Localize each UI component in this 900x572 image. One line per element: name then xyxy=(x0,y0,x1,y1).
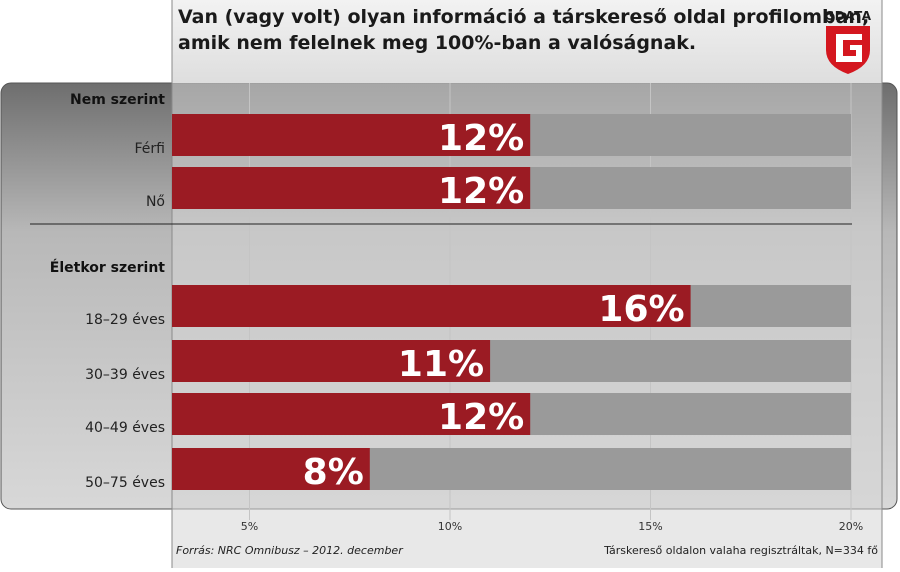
bar xyxy=(172,393,531,435)
category-label: 50–75 éves xyxy=(85,475,165,491)
bar xyxy=(172,448,370,490)
chart-title-line-1: Van (vagy volt) olyan információ a társk… xyxy=(178,6,870,28)
bar-value-label: 16% xyxy=(598,289,684,330)
source-note: Forrás: NRC Omnibusz – 2012. december xyxy=(176,544,403,557)
bar xyxy=(172,167,531,209)
title-area xyxy=(172,0,882,83)
x-tick-label: 5% xyxy=(241,520,258,533)
bar-value-label: 12% xyxy=(438,397,524,438)
group-label: Életkor szerint xyxy=(50,259,166,276)
category-label: 30–39 éves xyxy=(85,367,165,383)
x-tick-label: 10% xyxy=(438,520,462,533)
x-tick-label: 15% xyxy=(638,520,662,533)
bar-value-label: 12% xyxy=(438,118,524,159)
x-tick-label: 20% xyxy=(839,520,863,533)
chart-title-line-2: amik nem felelnek meg 100%-ban a valóság… xyxy=(178,32,697,54)
sample-note: Társkereső oldalon valaha regisztráltak,… xyxy=(604,544,878,557)
group-label: Nem szerint xyxy=(70,92,165,108)
bar xyxy=(172,285,691,327)
category-label: 18–29 éves xyxy=(85,312,165,328)
bar-value-label: 12% xyxy=(438,171,524,212)
bar xyxy=(172,114,531,156)
category-label: Nő xyxy=(146,194,165,210)
category-label: 40–49 éves xyxy=(85,420,165,436)
logo-text: GDATA xyxy=(824,9,872,23)
bar xyxy=(172,340,491,382)
bar-value-label: 11% xyxy=(398,344,484,385)
category-label: Férfi xyxy=(135,141,165,157)
gdata-logo-icon xyxy=(826,26,870,74)
bar-value-label: 8% xyxy=(303,452,364,493)
